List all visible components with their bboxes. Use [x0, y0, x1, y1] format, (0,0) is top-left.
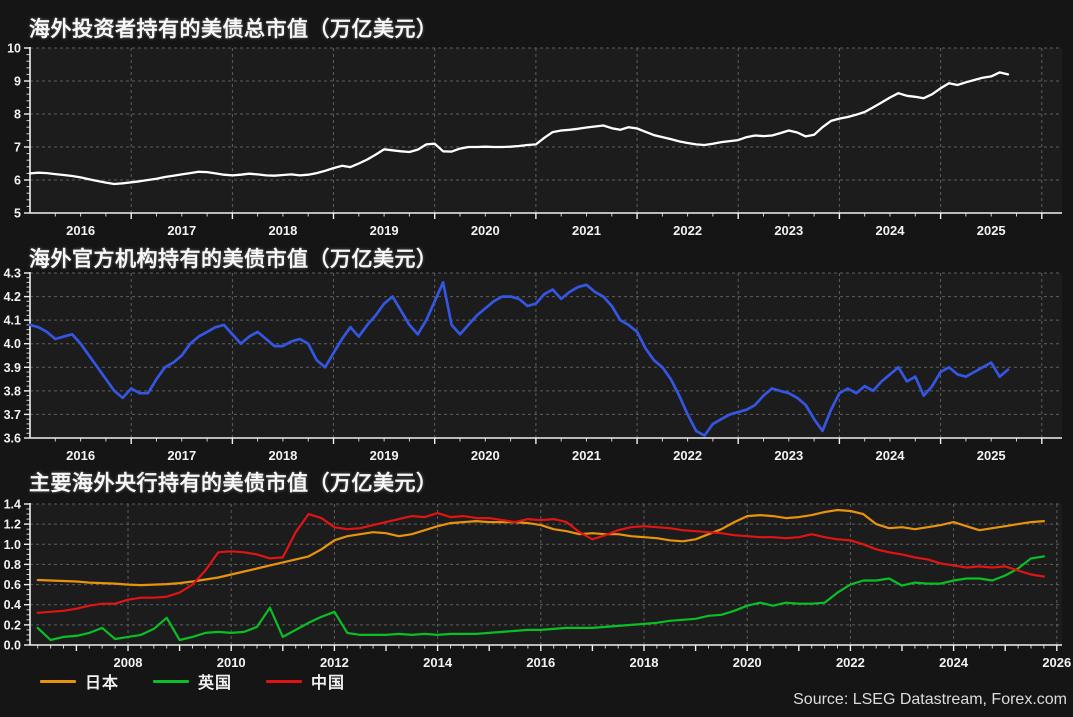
svg-text:2023: 2023 [774, 448, 803, 463]
svg-text:2022: 2022 [673, 448, 702, 463]
svg-text:10: 10 [7, 42, 21, 56]
svg-text:2021: 2021 [572, 448, 601, 463]
svg-text:2016: 2016 [66, 448, 95, 463]
legend-label-uk: 英国 [198, 675, 233, 692]
svg-text:4.1: 4.1 [4, 314, 21, 328]
svg-text:1.4: 1.4 [4, 498, 21, 512]
svg-text:2010: 2010 [217, 655, 246, 670]
svg-text:0.4: 0.4 [4, 598, 21, 612]
legend-swatch-japan-icon [40, 679, 76, 683]
svg-text:2016: 2016 [526, 655, 555, 670]
svg-text:0.2: 0.2 [4, 618, 21, 632]
svg-text:2014: 2014 [423, 655, 453, 670]
source-note: Source: LSEG Datastream, Forex.com [793, 691, 1067, 708]
svg-text:2018: 2018 [630, 655, 659, 670]
svg-text:2023: 2023 [774, 223, 803, 238]
svg-text:2022: 2022 [836, 655, 865, 670]
svg-text:2024: 2024 [876, 223, 906, 238]
svg-text:6: 6 [14, 174, 21, 188]
legend-item-uk: 英国 [153, 669, 232, 693]
chart3-title: 主要海外央行持有的美债市值（万亿美元） [29, 472, 438, 495]
svg-text:1.0: 1.0 [4, 538, 21, 552]
svg-text:2022: 2022 [673, 223, 702, 238]
svg-text:2020: 2020 [471, 223, 500, 238]
legend-label-japan: 日本 [85, 675, 120, 692]
svg-text:3.8: 3.8 [4, 384, 21, 398]
chart2-title: 海外官方机构持有的美债市值（万亿美元） [29, 248, 438, 271]
svg-text:1.2: 1.2 [4, 518, 21, 532]
svg-text:0.8: 0.8 [4, 558, 21, 572]
svg-text:2017: 2017 [167, 223, 196, 238]
svg-text:2026: 2026 [1042, 655, 1071, 670]
svg-text:2024: 2024 [939, 655, 969, 670]
svg-text:2020: 2020 [733, 655, 762, 670]
svg-text:2008: 2008 [114, 655, 143, 670]
svg-text:0.6: 0.6 [4, 578, 21, 592]
chart1-title: 海外投资者持有的美债总市值（万亿美元） [29, 18, 438, 41]
svg-text:7: 7 [14, 141, 21, 155]
svg-text:2018: 2018 [268, 448, 297, 463]
svg-text:2025: 2025 [977, 448, 1006, 463]
svg-text:2021: 2021 [572, 223, 601, 238]
legend-label-china: 中国 [311, 675, 346, 692]
svg-text:2018: 2018 [268, 223, 297, 238]
svg-text:9: 9 [14, 75, 21, 89]
svg-text:8: 8 [14, 108, 21, 122]
svg-text:2016: 2016 [66, 223, 95, 238]
svg-text:5: 5 [14, 207, 21, 221]
svg-text:3.7: 3.7 [4, 408, 21, 422]
svg-text:2024: 2024 [876, 448, 906, 463]
svg-text:3.6: 3.6 [4, 432, 21, 446]
svg-text:2019: 2019 [370, 223, 399, 238]
svg-text:2017: 2017 [167, 448, 196, 463]
svg-text:2012: 2012 [320, 655, 349, 670]
svg-text:4.0: 4.0 [4, 337, 21, 351]
svg-text:2020: 2020 [471, 448, 500, 463]
legend-swatch-uk-icon [153, 679, 190, 683]
legend-swatch-china-icon [266, 679, 303, 683]
svg-text:3.9: 3.9 [4, 361, 21, 375]
chart3-legend: 日本 英国 中国 [40, 669, 345, 693]
svg-text:2025: 2025 [977, 223, 1006, 238]
legend-item-japan: 日本 [40, 669, 119, 693]
svg-text:0.0: 0.0 [4, 639, 21, 653]
svg-text:2019: 2019 [370, 448, 399, 463]
svg-text:4.2: 4.2 [4, 290, 21, 304]
legend-item-china: 中国 [266, 669, 345, 693]
svg-text:4.3: 4.3 [4, 267, 21, 281]
